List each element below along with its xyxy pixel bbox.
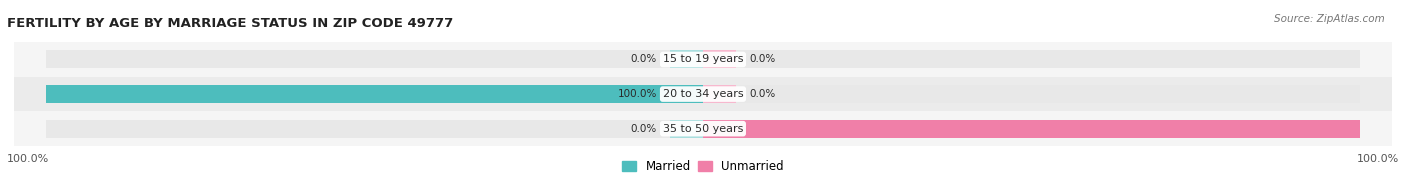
Text: 100.0%: 100.0% bbox=[617, 89, 657, 99]
Bar bbox=[46, 120, 1360, 138]
Bar bbox=[671, 51, 703, 68]
Text: 0.0%: 0.0% bbox=[749, 54, 775, 64]
Bar bbox=[671, 85, 703, 103]
Bar bbox=[46, 85, 1360, 103]
Text: 100.0%: 100.0% bbox=[1357, 154, 1399, 164]
Bar bbox=[14, 42, 1392, 77]
Text: 0.0%: 0.0% bbox=[631, 54, 657, 64]
Bar bbox=[703, 120, 735, 138]
Bar bbox=[703, 51, 735, 68]
Bar bbox=[703, 85, 735, 103]
Bar bbox=[46, 85, 703, 103]
Text: 0.0%: 0.0% bbox=[631, 124, 657, 134]
Text: 15 to 19 years: 15 to 19 years bbox=[662, 54, 744, 64]
Text: 100.0%: 100.0% bbox=[7, 154, 49, 164]
Bar bbox=[671, 120, 703, 138]
Text: FERTILITY BY AGE BY MARRIAGE STATUS IN ZIP CODE 49777: FERTILITY BY AGE BY MARRIAGE STATUS IN Z… bbox=[7, 17, 453, 30]
Bar bbox=[14, 77, 1392, 111]
Bar bbox=[46, 51, 1360, 68]
Bar bbox=[14, 111, 1392, 146]
Text: 20 to 34 years: 20 to 34 years bbox=[662, 89, 744, 99]
Text: Source: ZipAtlas.com: Source: ZipAtlas.com bbox=[1274, 14, 1385, 24]
Bar bbox=[703, 120, 1360, 138]
Text: 35 to 50 years: 35 to 50 years bbox=[662, 124, 744, 134]
Text: 0.0%: 0.0% bbox=[749, 89, 775, 99]
Legend: Married, Unmarried: Married, Unmarried bbox=[621, 160, 785, 173]
